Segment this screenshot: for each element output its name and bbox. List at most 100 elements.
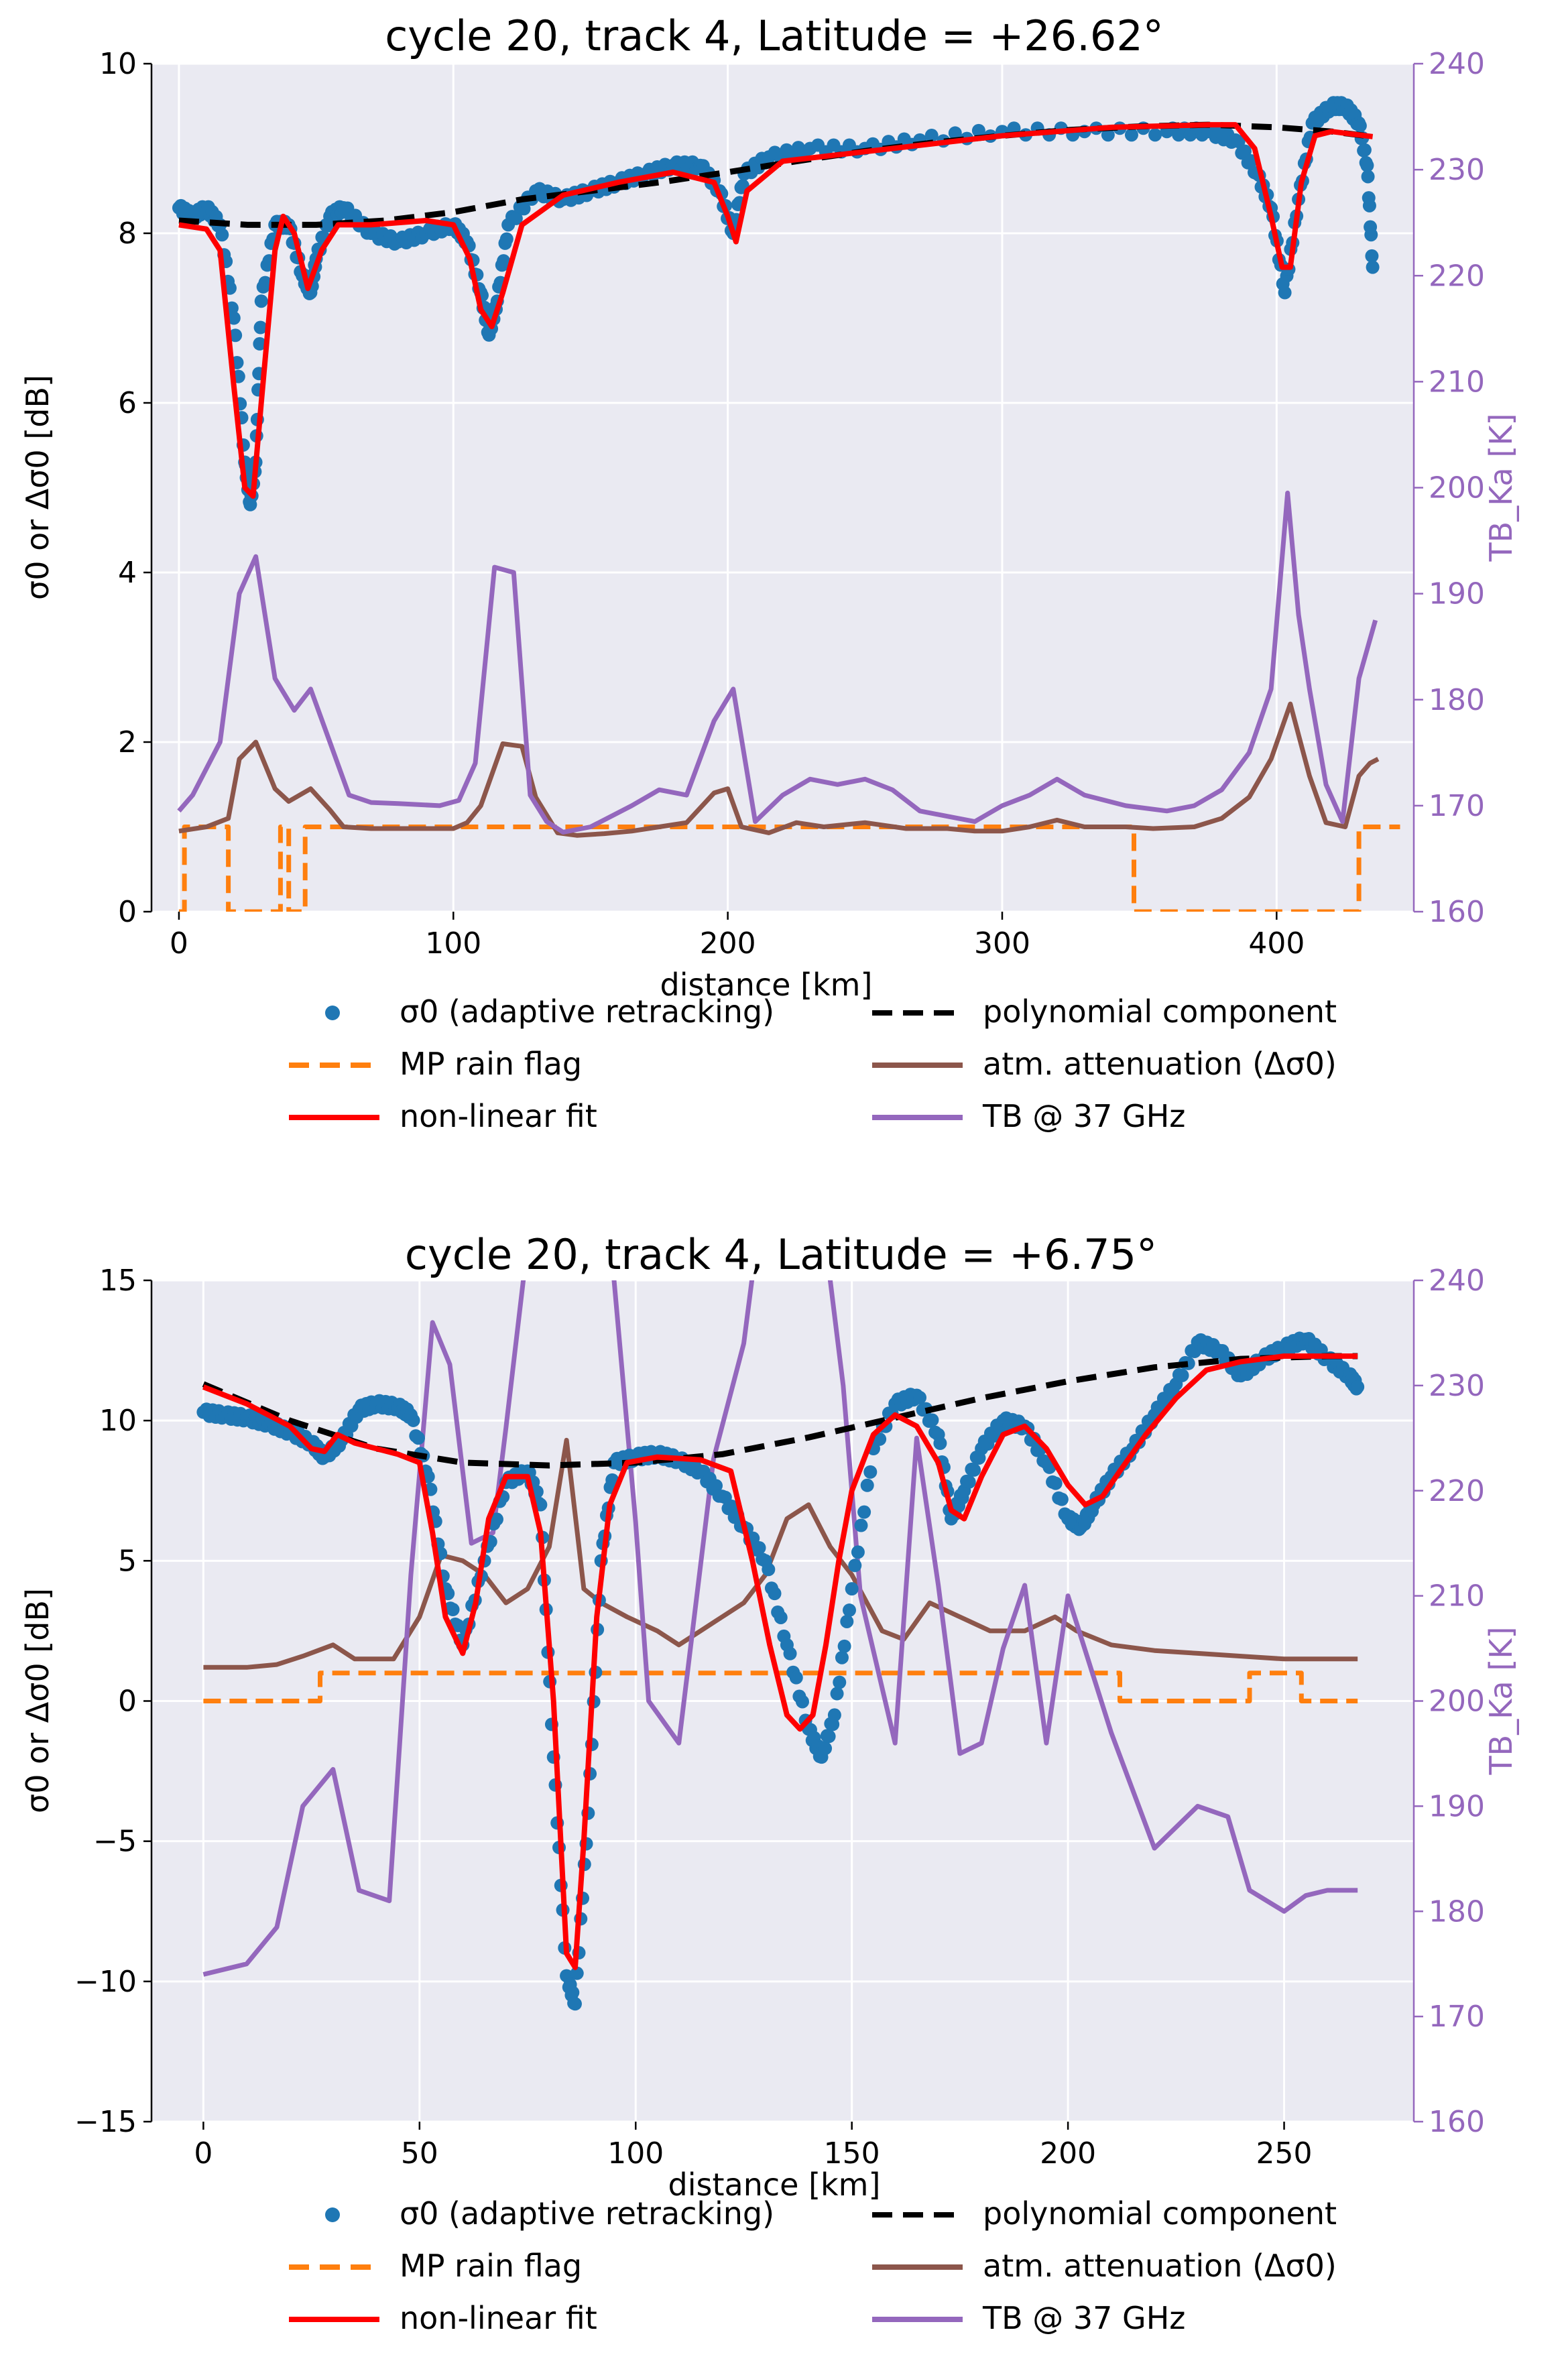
sigma0-point [795, 1695, 809, 1709]
y2-tick-label: 240 [1429, 1264, 1485, 1298]
y-tick-label: 10 [99, 47, 137, 81]
y-axis-label: σ0 or Δσ0 [dB] [19, 1588, 56, 1813]
y-tick-label: −15 [74, 2105, 137, 2139]
legend-item: polynomial component [872, 2195, 1337, 2232]
x-tick-label: 0 [194, 2136, 213, 2171]
sigma0-point [1048, 1476, 1063, 1490]
sigma0-point [840, 1614, 854, 1628]
legend-item: non-linear fit [289, 2300, 597, 2336]
chart-panel-top: cycle 20, track 4, Latitude = +26.62° 0 1… [19, 11, 1519, 1134]
legend-item: TB @ 37 GHz [872, 2300, 1185, 2336]
series-atm-attenuation [178, 701, 1380, 838]
sigma0-point [1351, 1380, 1365, 1394]
sigma0-point [1148, 128, 1162, 142]
x-tick-label: 100 [607, 2136, 664, 2171]
sigma0-point [924, 129, 939, 143]
y2-tick-label: 200 [1429, 1685, 1485, 1719]
legend-label: TB @ 37 GHz [982, 2300, 1185, 2336]
y2-tick-label: 180 [1429, 1894, 1485, 1929]
x-tick-label: 150 [824, 2136, 880, 2171]
series-non-linear-fit [178, 122, 1374, 499]
sigma0-point [411, 1431, 425, 1445]
series-polynomial-component [202, 1353, 1358, 1469]
sigma0-point [837, 1639, 851, 1653]
sigma0-point [835, 1650, 849, 1664]
y2-tick-label: 210 [1429, 365, 1485, 399]
series-non-linear-fit [202, 1353, 1358, 1970]
sigma0-point [933, 1437, 947, 1451]
sigma0-point [406, 1413, 420, 1427]
sigma0-point [499, 232, 514, 246]
legend-item: non-linear fit [289, 1098, 597, 1134]
sigma0-point [774, 1610, 788, 1624]
legend-label: non-linear fit [400, 2300, 597, 2336]
chart-title: cycle 20, track 4, Latitude = +6.75° [405, 1230, 1157, 1279]
x-tick-label: 0 [170, 926, 188, 961]
sigma0-point [762, 1563, 776, 1577]
sigma0-point [789, 1671, 803, 1685]
y2-tick-label: 220 [1429, 1474, 1485, 1508]
sigma0-point [863, 1465, 878, 1479]
sigma0-point [1101, 128, 1115, 142]
y-tick-label: 0 [118, 1685, 137, 1719]
sigma0-point [229, 328, 243, 343]
sigma0-point [1124, 128, 1138, 142]
sigma0-point [1358, 143, 1372, 157]
sigma0-point [509, 211, 523, 225]
legend-item: MP rain flag [289, 1046, 582, 1082]
legend-label: non-linear fit [400, 1098, 597, 1134]
y-tick-label: −10 [74, 1965, 137, 1999]
sigma0-point [227, 311, 241, 325]
sigma0-point [1054, 1492, 1069, 1506]
legend-item: atm. attenuation (Δσ0) [872, 2248, 1337, 2284]
legend-label: atm. attenuation (Δσ0) [983, 2248, 1337, 2284]
y2-tick-label: 190 [1429, 577, 1485, 611]
sigma0-point [1360, 158, 1374, 172]
sigma0-point [873, 1432, 887, 1446]
sigma0-point [845, 1582, 859, 1596]
y2-tick-label: 170 [1429, 789, 1485, 823]
sigma0-point [851, 1545, 865, 1559]
sigma0-point [446, 1603, 460, 1617]
sigma0-point [253, 337, 267, 351]
y2-tick-label: 230 [1429, 1369, 1485, 1403]
legend-label: polynomial component [983, 993, 1337, 1030]
sigma0-point [854, 1518, 868, 1532]
y2-tick-label: 220 [1429, 259, 1485, 293]
x-tick-label: 50 [401, 2136, 438, 2171]
sigma0-point [566, 1986, 580, 2000]
sigma0-point [497, 254, 511, 268]
sigma0-point [605, 1473, 619, 1487]
y2-tick-label: 210 [1429, 1579, 1485, 1614]
sigma0-point [752, 1540, 766, 1555]
sigma0-point [1238, 144, 1252, 158]
x-tick-label: 250 [1256, 2136, 1313, 2171]
sigma0-point [253, 320, 267, 335]
y2-tick-label: 160 [1429, 895, 1485, 929]
series-tb-37ghz [202, 1280, 1358, 1977]
x-tick-label: 300 [974, 926, 1030, 961]
chart-panel-bottom: cycle 20, track 4, Latitude = +6.75° 0 50… [19, 1230, 1519, 2336]
sigma0-point [517, 202, 531, 216]
sigma0-point [1175, 1368, 1189, 1382]
y-tick-label: 8 [118, 217, 137, 251]
sigma0-point [827, 1708, 841, 1722]
sigma0-point [1362, 198, 1376, 213]
y2-tick-label: 200 [1429, 471, 1485, 505]
sigma0-point [1361, 170, 1375, 184]
sigma0-point [830, 1687, 844, 1701]
y-tick-label: 4 [118, 556, 137, 590]
sigma0-point [1366, 260, 1380, 274]
y-tick-label: 0 [118, 895, 137, 929]
plot-area [152, 64, 1414, 912]
sigma0-point [822, 1729, 836, 1744]
x-tick-label: 200 [700, 926, 756, 961]
sigma0-point [1231, 135, 1246, 149]
y2-tick-label: 170 [1429, 2000, 1485, 2034]
legend-item: σ0 (adaptive retracking) [325, 2195, 774, 2232]
legend-item: TB @ 37 GHz [872, 1098, 1185, 1134]
x-tick-label: 200 [1040, 2136, 1096, 2171]
sigma0-point [948, 126, 962, 140]
y-tick-label: 10 [99, 1404, 137, 1438]
